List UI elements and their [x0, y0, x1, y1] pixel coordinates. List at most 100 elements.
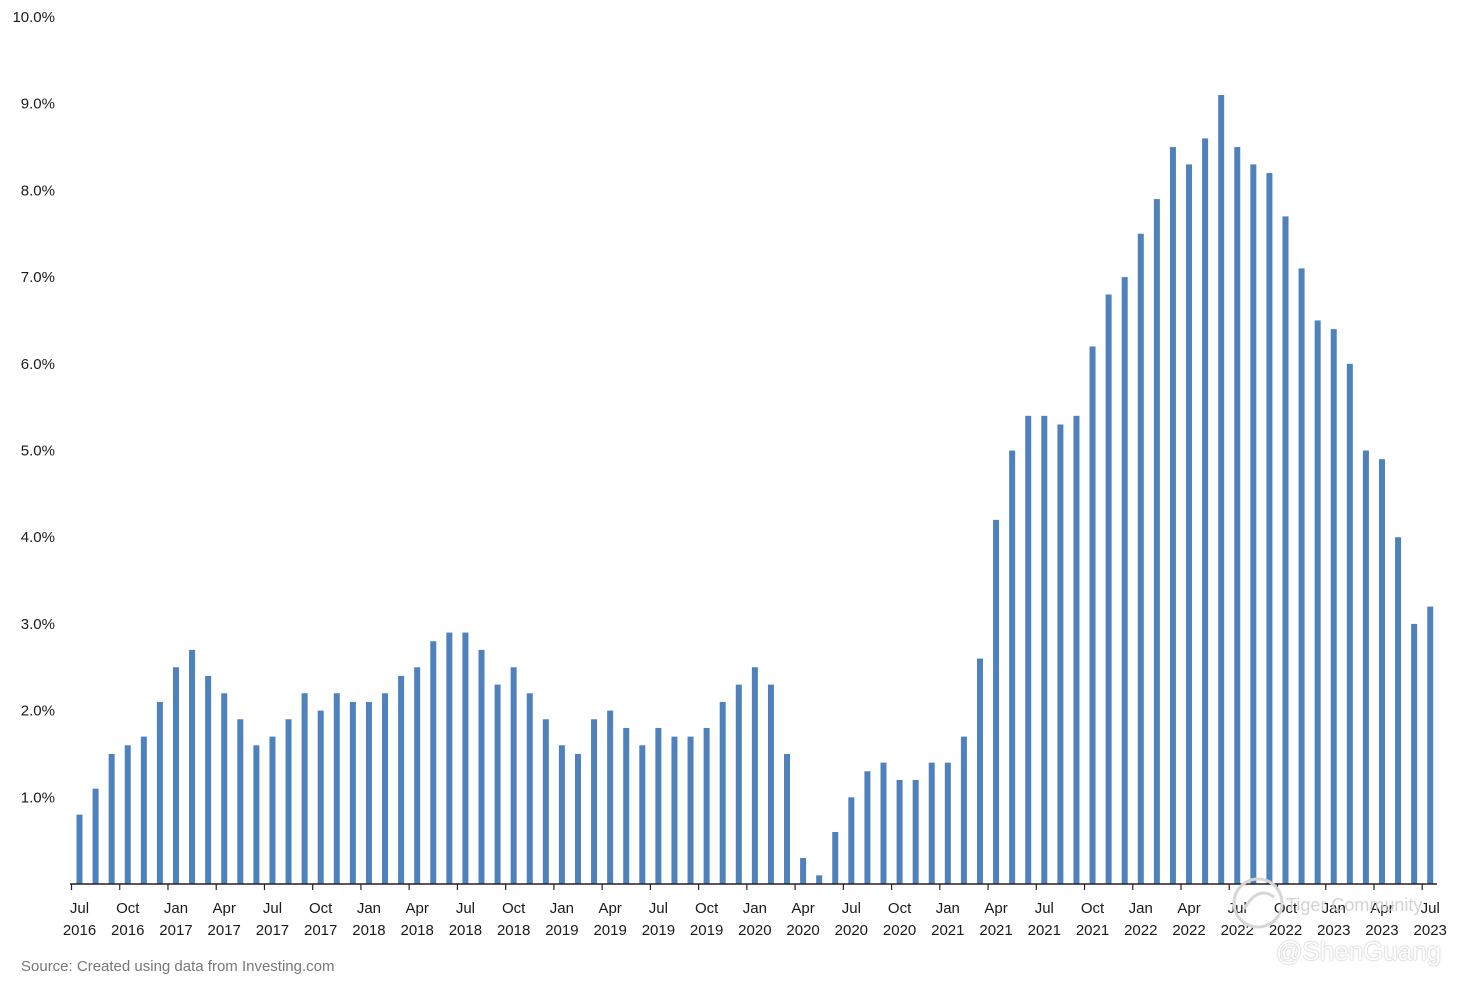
bar: [221, 693, 228, 884]
bar: [1330, 329, 1337, 884]
bar: [92, 788, 99, 884]
x-tick-label-month: Apr: [984, 900, 1007, 917]
bar: [140, 736, 147, 884]
bar: [1153, 199, 1160, 884]
bar: [864, 771, 871, 884]
bar: [510, 667, 517, 884]
bar: [269, 736, 276, 884]
bar: [382, 693, 389, 884]
bar: [237, 719, 244, 884]
bar: [317, 710, 324, 884]
bar: [333, 693, 340, 884]
bar: [591, 719, 598, 884]
x-tick-label-year: 2017: [159, 922, 192, 939]
bar: [1009, 450, 1016, 884]
bar: [800, 857, 807, 884]
bar: [542, 719, 549, 884]
x-tick-label-year: 2018: [449, 922, 482, 939]
bar: [494, 684, 501, 884]
y-tick-label: 10.0%: [12, 9, 55, 26]
x-tick-label-month: Oct: [116, 900, 140, 917]
y-tick-label: 2.0%: [21, 703, 55, 720]
bar: [1218, 95, 1225, 884]
bar: [896, 779, 903, 884]
x-tick-label-month: Oct: [888, 900, 912, 917]
bar: [1121, 277, 1128, 885]
y-tick-label: 9.0%: [21, 96, 55, 113]
bar: [1378, 459, 1385, 884]
bar: [735, 684, 742, 884]
bar: [365, 701, 372, 884]
bar: [816, 875, 823, 884]
x-tick-label-month: Apr: [1177, 900, 1200, 917]
x-tick-label-year: 2019: [642, 922, 675, 939]
x-tick-label-month: Oct: [1081, 900, 1105, 917]
bar: [156, 701, 163, 884]
bar: [253, 745, 260, 884]
x-tick-label-year: 2021: [931, 922, 964, 939]
x-tick-label-year: 2022: [1124, 922, 1157, 939]
y-tick-label: 6.0%: [21, 356, 55, 373]
x-tick-label-year: 2018: [497, 922, 530, 939]
bar-chart: 1.0% 2.0% 3.0% 4.0% 5.0% 6.0% 7.0% 8.0% 9.0% 10.0…: [12, 9, 1446, 939]
x-tick-label-month: Jul: [649, 900, 668, 917]
bar: [558, 745, 565, 884]
bar: [912, 779, 919, 884]
bar: [1362, 450, 1369, 884]
bar: [687, 736, 694, 884]
x-tick-label-year: 2021: [1076, 922, 1109, 939]
bar-series: [76, 95, 1434, 885]
bar: [1298, 268, 1305, 884]
watermark-community: Tiger Community: [1286, 895, 1423, 915]
bar: [124, 745, 131, 884]
watermark-name: @ShenGuang: [1276, 936, 1442, 966]
bar: [1346, 363, 1353, 884]
x-tick-label-month: Jul: [1228, 900, 1247, 917]
x-tick-label-month: Jan: [743, 900, 767, 917]
x-tick-label-month: Apr: [406, 900, 429, 917]
x-tick-label-year: 2023: [1365, 922, 1398, 939]
bar: [784, 753, 791, 884]
x-tick-label-month: Oct: [695, 900, 719, 917]
x-tick-label-month: Jan: [550, 900, 574, 917]
x-tick-label-year: 2018: [400, 922, 433, 939]
bar: [285, 719, 292, 884]
bar: [1057, 424, 1064, 884]
bar: [205, 675, 212, 884]
x-tick-label-year: 2020: [738, 922, 771, 939]
bar: [751, 667, 758, 884]
bar: [108, 753, 115, 884]
x-tick-label-year: 2017: [304, 922, 337, 939]
bar: [446, 632, 453, 884]
source-note: Source: Created using data from Investin…: [21, 958, 335, 975]
x-tick-label-month: Apr: [791, 900, 814, 917]
bar: [960, 736, 967, 884]
bar: [1427, 606, 1434, 884]
x-tick-label-month: Jul: [456, 900, 475, 917]
x-tick-label-year: 2016: [63, 922, 96, 939]
bar: [993, 519, 1000, 884]
bar: [574, 753, 581, 884]
tiger-logo-icon: [1232, 877, 1284, 929]
bar: [832, 831, 839, 884]
bar: [767, 684, 774, 884]
x-tick-label-month: Apr: [213, 900, 236, 917]
bar: [623, 727, 630, 884]
bar: [639, 745, 646, 884]
bar: [928, 762, 935, 884]
bar: [607, 710, 614, 884]
bar: [462, 632, 469, 884]
bar: [1395, 537, 1402, 884]
x-tick-label-year: 2022: [1172, 922, 1205, 939]
x-tick-label-year: 2020: [786, 922, 819, 939]
bar: [172, 667, 179, 884]
bar: [944, 762, 951, 884]
bar: [1073, 415, 1080, 884]
bar: [976, 658, 983, 884]
x-tick-label-year: 2021: [979, 922, 1012, 939]
x-tick-label-year: 2022: [1269, 922, 1302, 939]
x-tick-label-year: 2021: [1028, 922, 1061, 939]
bar: [655, 727, 662, 884]
x-tick-label-month: Jul: [263, 900, 282, 917]
y-tick-label: 5.0%: [21, 443, 55, 460]
